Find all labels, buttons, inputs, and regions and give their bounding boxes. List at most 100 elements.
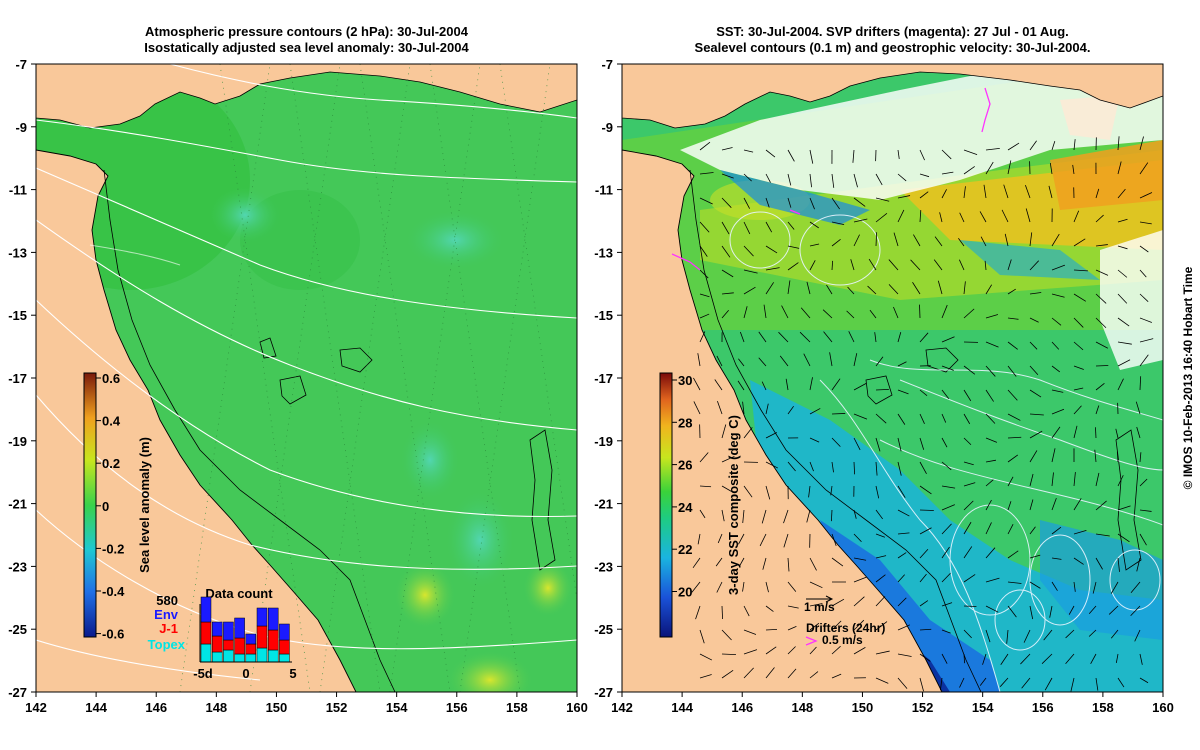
velocity-arrow [1029, 499, 1034, 511]
colorbar-tick-label: 0 [102, 499, 109, 514]
velocity-arrow [1092, 581, 1097, 594]
colorbar-tick-label: 20 [678, 585, 692, 600]
velocity-arrow [1029, 140, 1037, 151]
colorbar-tick-label: 28 [678, 415, 692, 430]
sla-colorbar-label: Sea level anomaly (m) [137, 437, 152, 573]
velocity-arrow [1007, 581, 1022, 584]
left-x-tick-label: 154 [386, 700, 408, 715]
velocity-arrow [826, 284, 833, 295]
velocity-arrow [963, 461, 974, 466]
velocity-arrow [714, 379, 723, 391]
velocity-arrow [779, 355, 789, 367]
drifter-key-speed: 0.5 m/s [822, 633, 863, 647]
velocity-arrow [743, 306, 748, 319]
velocity-arrow [1095, 557, 1103, 570]
velocity-arrow [1095, 269, 1109, 276]
velocity-arrow [875, 356, 884, 367]
velocity-arrow [985, 547, 996, 559]
velocity-arrow [1073, 529, 1087, 535]
velocity-arrow [897, 485, 906, 498]
velocity-arrow [1139, 192, 1153, 199]
velocity-arrow [941, 149, 952, 160]
velocity-arrow [765, 461, 779, 469]
colorbar-tick-label: 0.2 [102, 456, 120, 471]
velocity-arrow [1073, 387, 1084, 391]
velocity-arrow [1095, 677, 1099, 691]
velocity-arrow [1139, 317, 1152, 323]
velocity-arrow [941, 572, 951, 583]
left-x-tick-label: 152 [326, 700, 348, 715]
velocity-arrow [919, 573, 927, 583]
velocity-arrow [897, 173, 907, 182]
velocity-arrow [1095, 188, 1100, 199]
velocity-arrow [941, 546, 950, 559]
velocity-arrow [1029, 581, 1041, 589]
velocity-arrow [1139, 354, 1149, 367]
velocity-arrow [963, 546, 973, 559]
velocity-arrow [721, 605, 723, 620]
right-y-tick-label: -11 [595, 183, 613, 198]
right-y-tick-label: -19 [594, 434, 613, 449]
velocity-arrow [875, 173, 883, 186]
velocity-arrow [778, 331, 789, 343]
velocity-arrow [1029, 292, 1042, 295]
velocity-arrow [897, 437, 902, 452]
count-bar [200, 596, 212, 623]
velocity-arrow [1051, 581, 1058, 591]
velocity-arrow [787, 646, 796, 655]
velocity-arrow [1117, 136, 1120, 151]
legend-env: Env [154, 607, 179, 622]
velocity-arrow [1117, 475, 1124, 487]
velocity-arrow [787, 605, 799, 609]
velocity-arrow [1072, 164, 1075, 175]
velocity-arrow [897, 331, 902, 343]
right-x-tick-label: 146 [731, 700, 753, 715]
right-x-axis: 142 144 146 148 150 152 154 156 158 160 [611, 692, 1174, 715]
velocity-arrow [699, 172, 714, 175]
velocity-arrow [808, 485, 811, 498]
velocity-arrow [787, 626, 797, 631]
velocity-arrow [699, 485, 712, 488]
velocity-arrow [1051, 557, 1062, 560]
velocity-arrow [721, 221, 730, 235]
velocity-arrow [910, 259, 921, 271]
count-bar [234, 653, 245, 663]
velocity-arrow [897, 209, 905, 223]
velocity-arrow [1073, 139, 1076, 151]
velocity-arrow [919, 437, 925, 450]
right-y-tick-label: -9 [601, 120, 613, 135]
velocity-arrow [800, 307, 811, 319]
velocity-arrow [1139, 376, 1142, 391]
velocity-arrow [831, 557, 844, 567]
right-x-tick-label: 154 [972, 700, 994, 715]
velocity-arrow [739, 331, 745, 343]
velocity-arrow [758, 331, 767, 343]
colorbar-tick-label: 24 [678, 500, 693, 515]
velocity-arrow [1095, 405, 1100, 415]
velocity-arrow [765, 282, 774, 295]
velocity-arrow [979, 677, 987, 686]
velocity-arrow [1073, 293, 1087, 302]
data-count-title: Data count [205, 586, 273, 601]
velocity-arrow [1029, 450, 1038, 463]
velocity-arrow [919, 527, 932, 535]
velocity-arrow [985, 413, 996, 424]
velocity-arrow [1049, 605, 1053, 618]
velocity-arrow [897, 389, 909, 395]
velocity-arrow [912, 282, 921, 295]
velocity-arrow [781, 305, 789, 319]
velocity-arrow [1073, 557, 1084, 565]
right-x-tick-label: 142 [611, 700, 633, 715]
velocity-arrow [919, 485, 932, 495]
right-y-tick-label: -21 [594, 497, 613, 512]
velocity-arrow [897, 574, 905, 583]
velocity-arrow [963, 186, 966, 199]
velocity-arrow [897, 509, 910, 517]
velocity-arrow [721, 509, 725, 522]
velocity-arrow [853, 234, 860, 247]
left-x-tick-label: 156 [446, 700, 468, 715]
velocity-arrow [765, 605, 774, 612]
velocity-arrow [959, 677, 965, 688]
velocity-arrow [831, 461, 834, 473]
right-y-tick-label: -15 [594, 308, 613, 323]
